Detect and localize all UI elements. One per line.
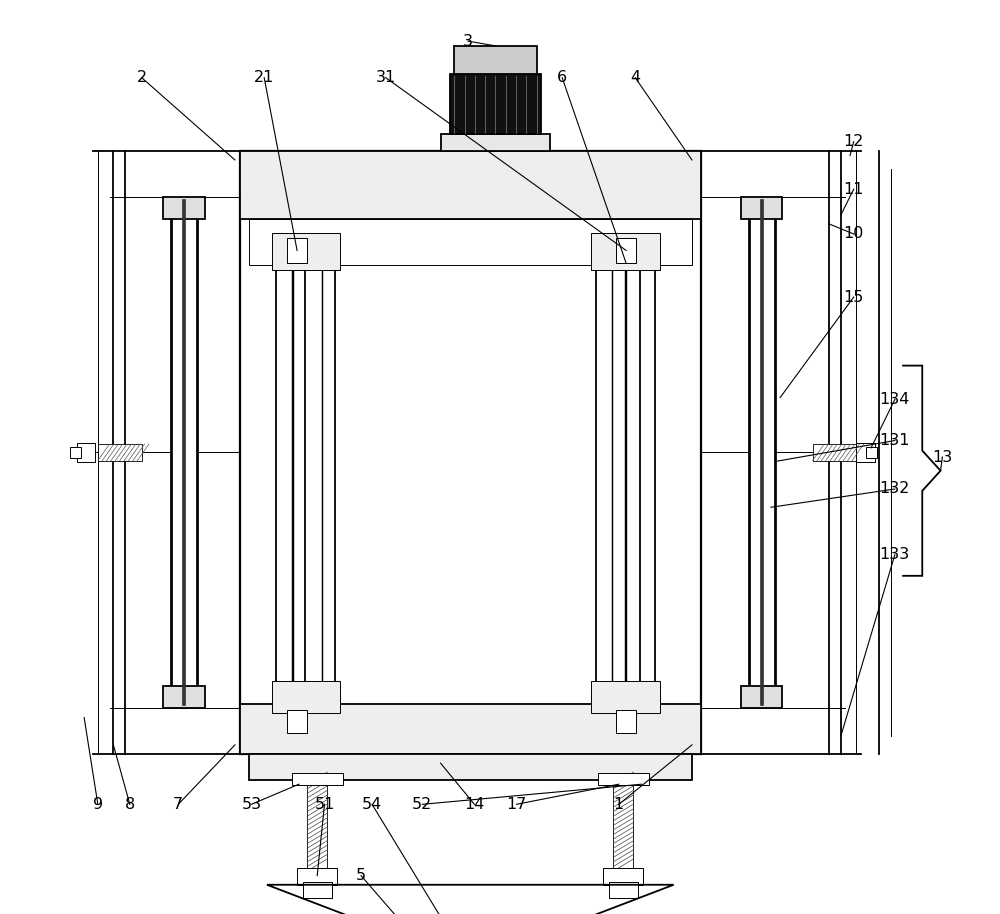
FancyBboxPatch shape [287,710,307,733]
Text: 6: 6 [557,70,567,85]
FancyBboxPatch shape [303,882,332,898]
Text: 52: 52 [412,797,432,812]
FancyBboxPatch shape [749,201,775,704]
FancyBboxPatch shape [240,151,701,219]
Text: 51: 51 [314,797,335,812]
FancyBboxPatch shape [591,681,660,713]
Text: 134: 134 [880,392,910,407]
FancyBboxPatch shape [240,704,701,754]
Text: 2: 2 [137,70,147,85]
FancyBboxPatch shape [450,74,541,134]
FancyBboxPatch shape [454,46,537,74]
Text: 12: 12 [844,134,864,149]
FancyBboxPatch shape [297,868,337,885]
FancyBboxPatch shape [287,238,307,263]
FancyBboxPatch shape [292,773,343,785]
FancyBboxPatch shape [813,444,856,461]
Text: 17: 17 [506,797,527,812]
FancyBboxPatch shape [856,443,875,462]
Text: 1: 1 [614,797,624,812]
FancyBboxPatch shape [741,197,782,219]
FancyBboxPatch shape [616,238,636,263]
FancyBboxPatch shape [272,681,340,713]
FancyBboxPatch shape [77,443,95,462]
FancyBboxPatch shape [603,868,643,885]
FancyBboxPatch shape [70,447,81,458]
FancyBboxPatch shape [616,710,636,733]
Text: 31: 31 [376,70,396,85]
FancyBboxPatch shape [609,882,638,898]
Text: 7: 7 [173,797,183,812]
Text: 4: 4 [630,70,640,85]
FancyBboxPatch shape [272,233,340,270]
Text: 54: 54 [362,797,382,812]
Text: 10: 10 [844,227,864,241]
Text: 53: 53 [241,797,261,812]
Text: 133: 133 [880,547,910,562]
FancyBboxPatch shape [307,780,327,871]
Text: 9: 9 [93,797,103,812]
FancyBboxPatch shape [591,233,660,270]
Text: 15: 15 [844,290,864,304]
FancyBboxPatch shape [171,201,197,704]
Text: 11: 11 [843,182,864,197]
Text: 132: 132 [880,482,910,496]
Text: 3: 3 [463,34,473,48]
FancyBboxPatch shape [249,754,692,780]
FancyBboxPatch shape [163,686,205,708]
FancyBboxPatch shape [613,780,633,871]
FancyBboxPatch shape [163,197,205,219]
FancyBboxPatch shape [240,151,701,754]
Text: 14: 14 [464,797,485,812]
Text: 131: 131 [880,433,910,448]
Text: 13: 13 [932,450,953,464]
FancyBboxPatch shape [441,134,550,151]
Text: 8: 8 [125,797,135,812]
Text: 5: 5 [356,868,366,883]
Text: 21: 21 [254,70,274,85]
FancyBboxPatch shape [98,444,142,461]
FancyBboxPatch shape [866,447,877,458]
FancyBboxPatch shape [598,773,649,785]
FancyBboxPatch shape [741,686,782,708]
